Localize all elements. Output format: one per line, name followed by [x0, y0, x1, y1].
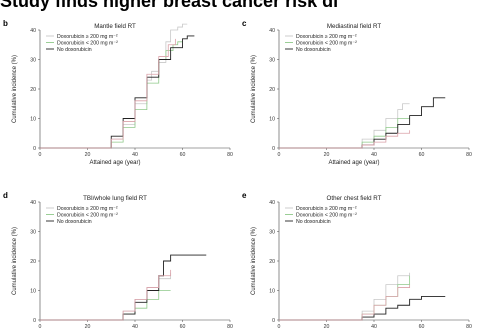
panel-label: e [242, 191, 247, 200]
y-tick-label: 40 [30, 28, 36, 34]
y-tick-label: 30 [269, 57, 275, 63]
panel-title: TBI/whole lung field RT [83, 195, 147, 202]
legend-entry: Doxorubicin < 200 mg m⁻² [296, 40, 357, 46]
panel-c-mediastinal-field: c Mediastinal field RT 0 10 20 30 40 0 20 40 60 80 A… [242, 19, 472, 166]
panel-title: Other chest field RT [327, 195, 382, 202]
legend-entry: No doxorubicin [296, 219, 331, 225]
x-tick-label: 20 [85, 152, 91, 158]
y-axis-label: Cumulative incidence (%) [251, 55, 257, 123]
x-tick-label: 60 [419, 152, 425, 158]
x-tick-label: 40 [132, 324, 138, 330]
x-tick-label: 40 [371, 324, 377, 330]
y-tick-label: 30 [30, 229, 36, 235]
panel-b-mantle-field: b Mantle field RT 0 10 20 30 40 0 20 40 60 80 Attain… [3, 19, 233, 166]
legend-entry: No doxorubicin [57, 219, 92, 225]
series-line-0 [279, 103, 410, 149]
y-axis-label: Cumulative incidence (%) [12, 55, 18, 123]
series-line-0 [40, 272, 172, 321]
series-line-2 [40, 254, 207, 321]
x-tick-label: 0 [39, 324, 42, 330]
y-tick-label: 20 [269, 259, 275, 265]
series-line-1 [279, 275, 411, 321]
y-tick-label: 0 [33, 318, 36, 324]
y-tick-label: 10 [30, 288, 36, 294]
y-tick-label: 40 [269, 200, 275, 206]
y-tick-label: 30 [269, 229, 275, 235]
panel-d-tbi-whole-lung-field: d TBI/whole lung field RT 0 10 20 30 40 0 20 40 60… [3, 191, 233, 330]
y-tick-label: 20 [269, 87, 275, 93]
legend-entry: Doxorubicin ≥ 200 mg m⁻² [296, 34, 357, 40]
y-tick-label: 10 [30, 116, 36, 122]
y-tick-label: 10 [269, 116, 275, 122]
y-tick-label: 0 [33, 146, 36, 152]
series-line-1 [40, 41, 183, 149]
x-axis-label: Attained age (year) [89, 160, 140, 166]
series-line-3 [40, 269, 172, 321]
series-line-3 [279, 130, 411, 149]
legend-entry: Doxorubicin < 200 mg m⁻² [57, 40, 118, 46]
x-tick-label: 80 [466, 324, 472, 330]
x-tick-label: 40 [371, 152, 377, 158]
x-tick-label: 20 [324, 324, 330, 330]
x-tick-label: 60 [180, 324, 186, 330]
legend-entry: Doxorubicin ≥ 200 mg m⁻² [57, 34, 118, 40]
legend-entry: Doxorubicin ≥ 200 mg m⁻² [57, 206, 118, 212]
x-tick-label: 20 [324, 152, 330, 158]
panel-label: d [3, 191, 8, 200]
y-tick-label: 0 [272, 146, 275, 152]
y-tick-label: 30 [30, 57, 36, 63]
y-tick-label: 0 [272, 318, 275, 324]
panel-title: Mantle field RT [94, 23, 136, 30]
panel-label: c [242, 19, 247, 28]
y-tick-label: 40 [269, 28, 275, 34]
x-tick-label: 40 [132, 152, 138, 158]
x-tick-label: 20 [85, 324, 91, 330]
x-tick-label: 0 [39, 152, 42, 158]
y-axis-label: Cumulative incidence (%) [251, 227, 257, 295]
legend-entry: No doxorubicin [57, 47, 92, 53]
panel-label: b [3, 19, 8, 28]
x-axis-label: Attained age (year) [328, 160, 379, 166]
series-line-3 [40, 38, 176, 149]
series-line-1 [40, 290, 171, 321]
legend-entry: Doxorubicin < 200 mg m⁻² [57, 212, 118, 218]
x-tick-label: 80 [466, 152, 472, 158]
x-tick-label: 60 [419, 324, 425, 330]
x-tick-label: 0 [278, 324, 281, 330]
page-headline: Study finds higher breast cancer risk di [0, 0, 339, 11]
x-tick-label: 80 [227, 152, 233, 158]
series-line-3 [279, 284, 411, 321]
y-tick-label: 20 [30, 87, 36, 93]
legend-entry: Doxorubicin < 200 mg m⁻² [296, 212, 357, 218]
x-tick-label: 0 [278, 152, 281, 158]
legend-entry: Doxorubicin ≥ 200 mg m⁻² [296, 206, 357, 212]
y-tick-label: 10 [269, 288, 275, 294]
legend-entry: No doxorubicin [296, 47, 331, 53]
y-axis-label: Cumulative incidence (%) [12, 227, 18, 295]
panel-title: Mediastinal field RT [327, 23, 381, 30]
x-tick-label: 80 [227, 324, 233, 330]
y-tick-label: 40 [30, 200, 36, 206]
y-tick-label: 20 [30, 259, 36, 265]
x-tick-label: 60 [180, 152, 186, 158]
